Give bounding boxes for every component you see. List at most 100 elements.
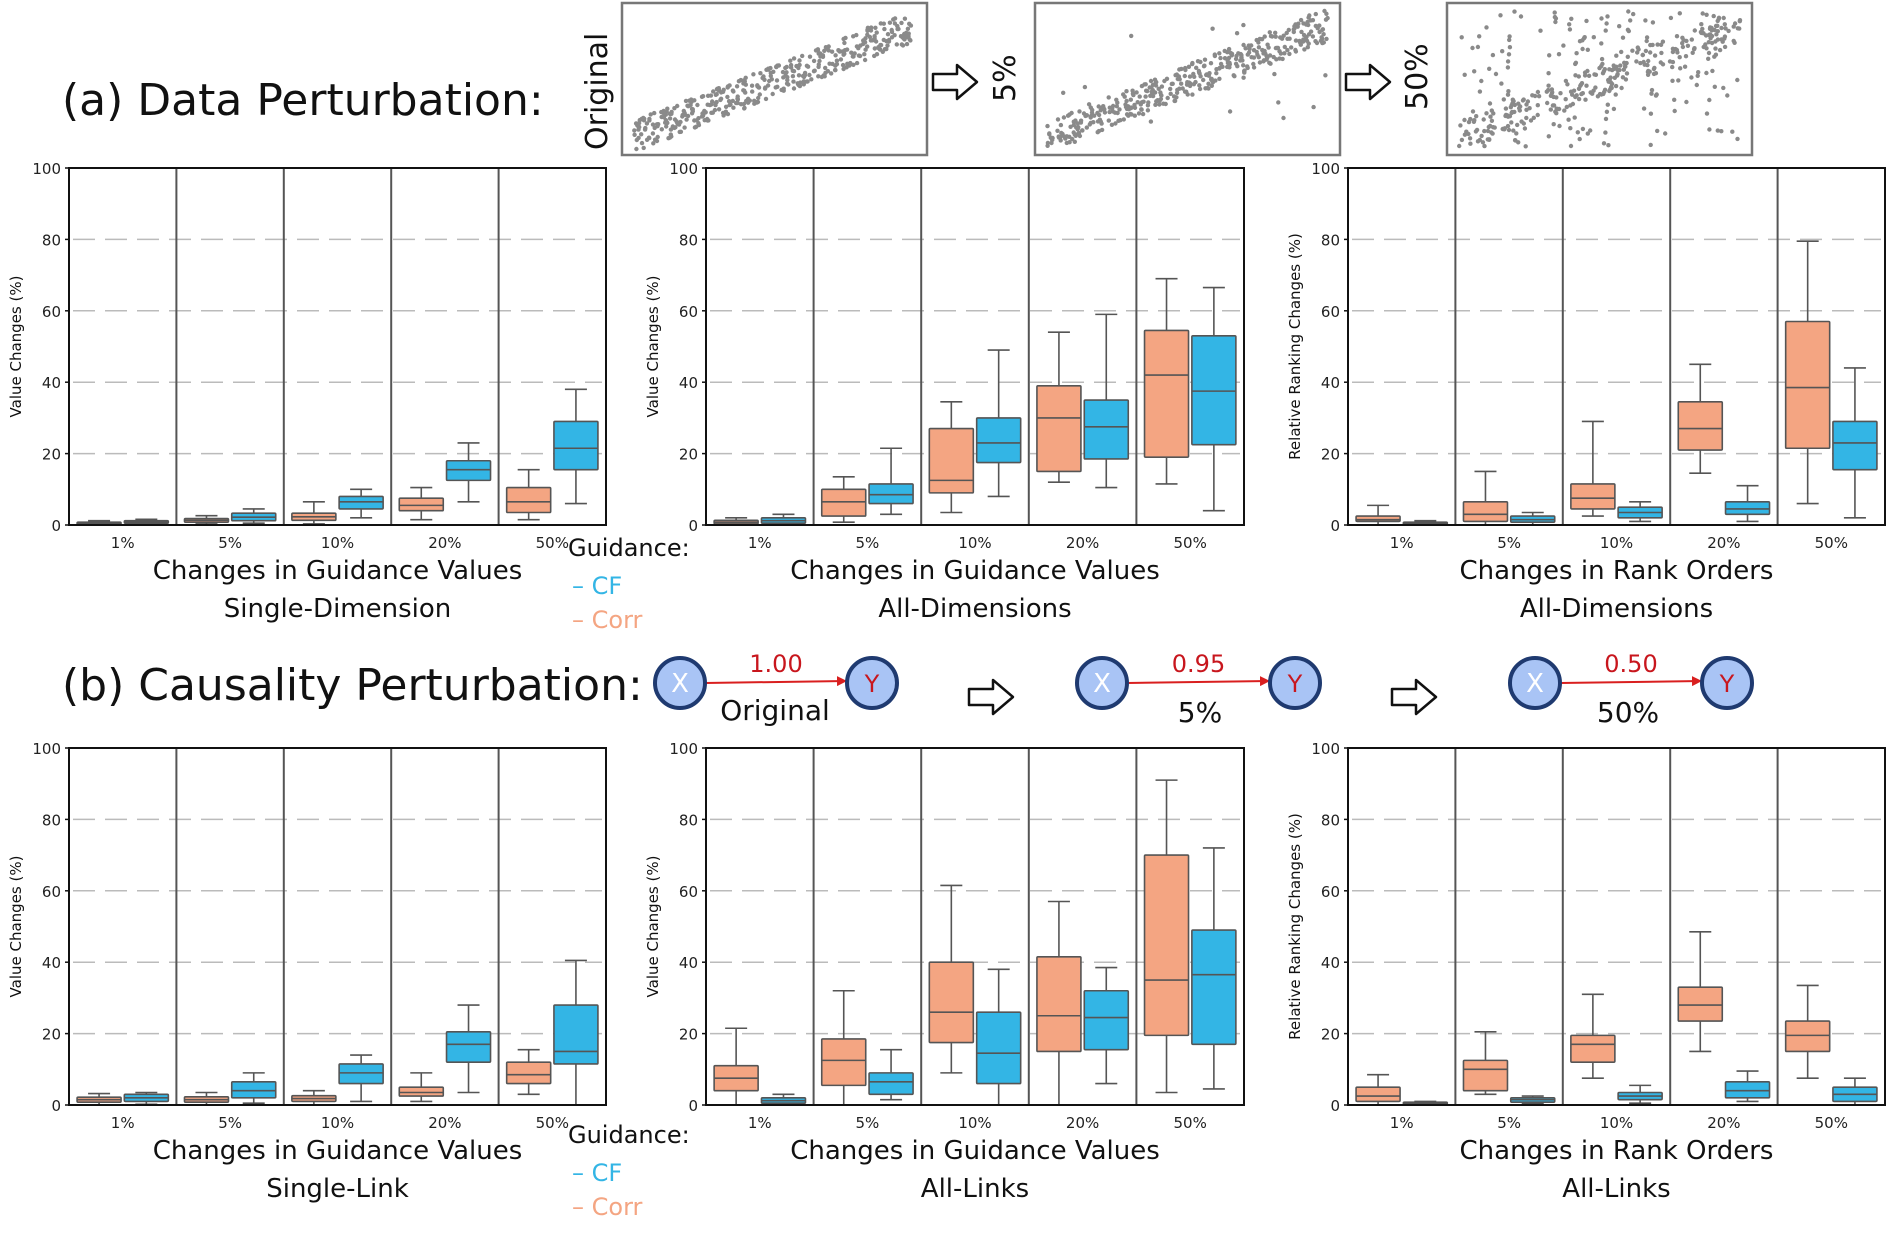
scatter-point [899,20,904,26]
scatter-point [1689,37,1695,42]
link-weight: 1.00 [749,650,802,678]
scatter-point [781,75,786,80]
scatter-point [1307,13,1312,18]
x-tick-label: 1% [748,1114,772,1132]
scatter-point [644,121,650,126]
box-cf [1724,484,1771,523]
scatter-point [842,40,847,46]
scatter-point [1648,50,1653,55]
iqr-box [1355,515,1401,523]
scatter-point [1116,118,1121,124]
scatter-point [1524,115,1529,121]
box-cf [975,349,1022,498]
section-title-causality: (b) Causality Perturbation: [62,660,643,711]
scatter-point [807,72,812,78]
iqr-box [928,961,975,1044]
scatter-point [785,75,790,80]
scatter-point [887,20,893,25]
scatter-point [1614,73,1620,78]
y-tick-label: 40 [42,374,61,392]
scatter-point [1713,39,1718,44]
iqr-box [445,459,492,482]
scatter-point [1518,14,1524,19]
scatter-point [1704,111,1710,116]
scatter-point [1183,65,1188,71]
scatter-point [1721,15,1726,21]
scatter-point [1235,63,1240,69]
scatter-point [738,102,744,107]
scatter-point [1509,120,1514,125]
scatter-point [842,48,848,53]
scatter-point [791,69,797,74]
scatter-point [1136,111,1142,116]
scatter-point [1521,97,1526,102]
scatter-point [1548,107,1554,112]
scatter-point [1472,69,1477,74]
scatter-point [742,88,747,93]
box-cf [1083,966,1130,1085]
scatter-point [1568,143,1574,149]
scatter-point [1468,141,1473,146]
scatter-point [1238,51,1243,57]
box-corr [928,401,975,514]
scatter-point [1070,136,1075,142]
scatter-point [1058,122,1064,128]
x-tick-label: 50% [1815,534,1848,552]
scatter-point [1531,115,1537,121]
scatter-point [1261,51,1266,56]
scatter-point [1692,46,1697,51]
scatter-point [1457,143,1462,149]
scatter-point [1113,121,1118,126]
scatter-point [867,34,873,40]
box-cf [760,1093,807,1106]
scatter-point [1634,59,1639,64]
scatter-point [1696,70,1701,75]
scatter-point [1268,61,1273,66]
scatter-point [791,79,796,84]
scatter-point [1710,68,1715,74]
link-caption: 50% [1597,696,1659,729]
scatter-point [1568,89,1574,94]
legend-item: – Corr [572,1193,643,1221]
scatter-point [1459,137,1465,143]
scatter-point [1553,19,1558,25]
scatter-point [1467,136,1473,141]
scatter-point [775,84,780,90]
scatter-point [1614,53,1619,58]
scatter-point [763,85,768,90]
scatter-point [784,81,790,86]
scatter-point [1597,65,1602,71]
x-tick-label: 20% [1707,534,1740,552]
scatter-point [1532,93,1538,99]
scatter-point [1102,107,1107,112]
scatter-point [1491,111,1496,116]
x-tick-label: 5% [1497,534,1521,552]
scatter-point [725,111,731,117]
scatter-point [1185,92,1190,97]
scatter-point [1546,134,1552,139]
boxplot-panel: 0 20 40 60 80 100 1% 5% 10% 20% 50% Value Changes (… [7,160,607,624]
scatter-point [655,134,660,140]
scatter-point [659,127,664,132]
thumbnail-label-5pct: 5% [988,54,1023,102]
iqr-box [868,1072,914,1096]
x-axis-caption: Changes in Guidance Values [790,1136,1160,1166]
scatter-point [1131,92,1136,98]
scatter-point [1613,83,1619,89]
scatter-point [1289,45,1294,50]
boxplot-panel: 0 20 40 60 80 100 1% 5% 10% 20% 50% Value Changes (… [644,160,1245,624]
scatter-point [689,106,695,112]
scatter-point [1653,71,1659,76]
arrow-right-icon [931,63,979,101]
scatter-point [1712,84,1718,90]
scatter-point [1623,64,1628,69]
scatter-point [1524,107,1529,113]
scatter-point [1121,117,1127,122]
scatter-point [1488,123,1493,129]
y-tick-label: 0 [1330,517,1340,535]
scatter-point [1487,66,1492,72]
scatter-point [652,125,657,131]
scatter-point [1704,12,1709,17]
scatter-point [694,118,699,123]
x-axis-caption: All-Links [1562,1174,1670,1204]
